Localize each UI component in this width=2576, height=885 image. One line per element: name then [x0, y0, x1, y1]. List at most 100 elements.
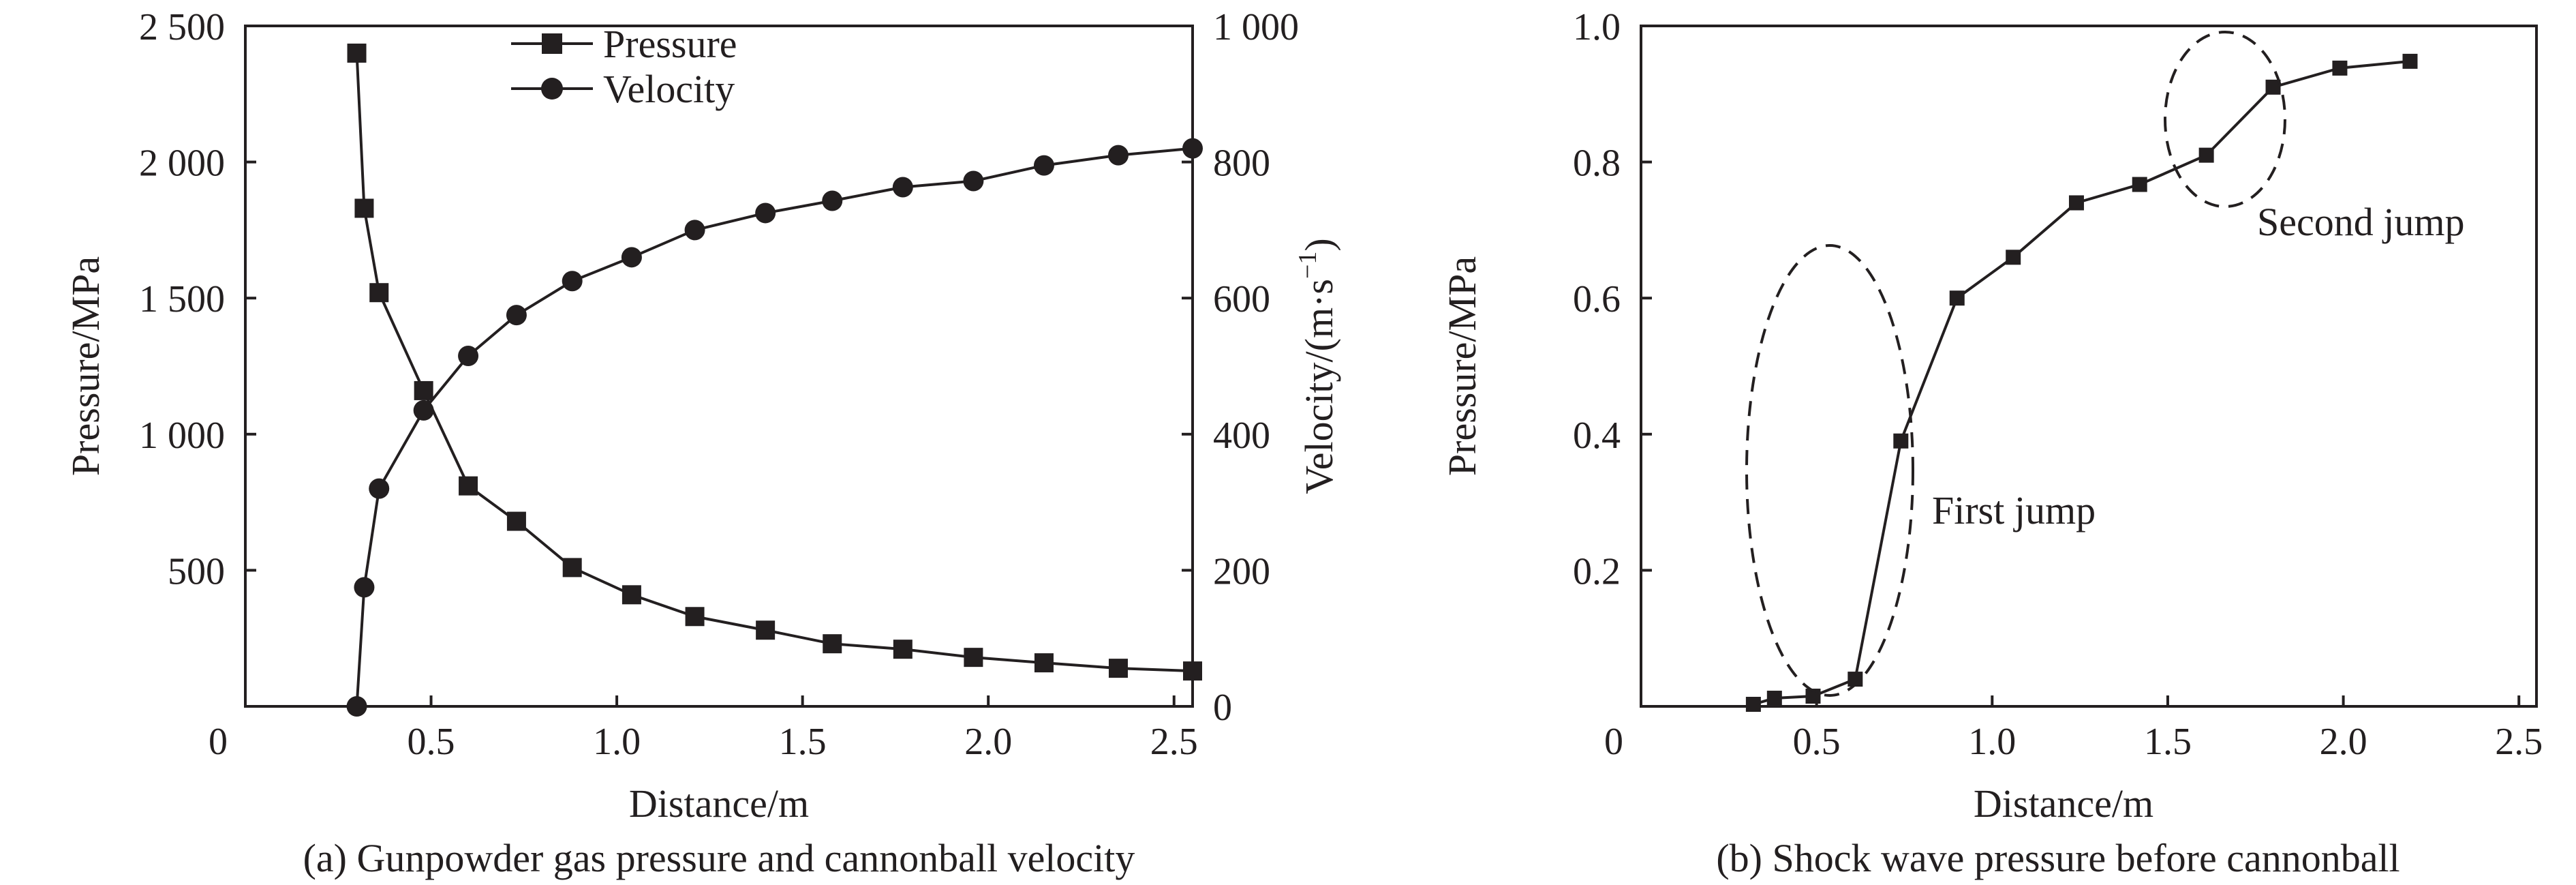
y-tick-label-b: 0.8	[1573, 142, 1621, 185]
pressure-point	[414, 380, 433, 400]
velocity-point	[822, 190, 843, 211]
y2-tick-label-a: 800	[1213, 142, 1270, 185]
y2-tick-label-a: 1 000	[1213, 6, 1299, 48]
y-axis-label-a: Pressure/MPa	[63, 256, 108, 476]
velocity-point	[458, 346, 479, 367]
y-tick-label-a: 2 000	[139, 142, 225, 185]
pressure-point	[1034, 653, 1054, 673]
legend-pressure-label: Pressure	[603, 22, 737, 66]
x-tick-label-a: 0.5	[408, 721, 455, 763]
legend-velocity-marker	[541, 78, 563, 100]
shock-pressure-line	[1753, 59, 2410, 706]
x-tick-label-b: 1.5	[2144, 721, 2192, 763]
y2-tick-label-a: 600	[1213, 278, 1270, 320]
legend-velocity-label: Velocity	[603, 67, 735, 111]
velocity-point	[354, 577, 375, 598]
pressure-point	[1108, 659, 1128, 678]
series-b	[1745, 53, 2418, 712]
velocity-point	[1182, 138, 1203, 159]
shock-pressure-point	[2265, 79, 2281, 95]
shock-pressure-point	[2198, 147, 2214, 163]
x-tick-label-b: 2.0	[2320, 721, 2367, 763]
x-axis-label-b: Distance/m	[1974, 781, 2153, 826]
velocity-point	[506, 305, 527, 326]
plot-frame-b	[1640, 25, 2538, 708]
velocity-point	[346, 696, 367, 717]
velocity-point	[413, 400, 434, 421]
pressure-point	[756, 620, 776, 640]
velocity-point	[892, 177, 913, 198]
shock-pressure-point	[1893, 433, 1909, 449]
x-tick-label-a: 0	[209, 721, 228, 763]
y-tick-label-b: 0.2	[1573, 550, 1621, 592]
x-tick-label-a: 2.0	[964, 721, 1012, 763]
series-line-pressure	[355, 52, 1193, 673]
shock-pressure-point	[1745, 697, 1761, 712]
x-tick-label-a: 1.0	[593, 721, 641, 763]
pressure-point	[823, 634, 842, 654]
pressure-point	[562, 558, 582, 578]
y-tick-label-a: 500	[168, 550, 225, 592]
velocity-point	[963, 170, 984, 192]
pressure-point	[459, 476, 478, 496]
y-tick-label-b: 0.6	[1573, 278, 1621, 320]
velocity-point	[1033, 155, 1054, 176]
y-tick-label-b: 0.4	[1573, 415, 1621, 457]
y2-tick-label-a: 0	[1213, 687, 1232, 729]
shock-pressure-point	[2132, 177, 2147, 192]
x-tick-label-a: 2.5	[1150, 721, 1198, 763]
shock-pressure-point	[1805, 689, 1821, 704]
velocity-point	[562, 271, 583, 292]
x-tick-label-b: 2.5	[2495, 721, 2543, 763]
y2-axis-label-a: Velocity/(m·s−1)	[1293, 238, 1341, 494]
panel-a: 0 0.5 1.0 1.5 2.0 2.5 500 1 000 1 500 2 000 2 500 0…	[63, 6, 1341, 880]
shock-pressure-point	[1766, 691, 1782, 706]
axes-a: 0 0.5 1.0 1.5 2.0 2.5 500 1 000 1 500 2 000 2 500 0…	[139, 6, 1299, 763]
x-tick-label-a: 1.5	[779, 721, 827, 763]
shock-pressure-point	[2332, 60, 2348, 76]
first-jump-label: First jump	[1932, 488, 2096, 532]
y-tick-label-a: 2 500	[139, 6, 225, 48]
pressure-point	[354, 198, 374, 218]
x-tick-label-b: 0.5	[1793, 721, 1841, 763]
x-tick-label-b: 0	[1604, 721, 1623, 763]
y2-tick-label-a: 200	[1213, 550, 1270, 592]
caption-a: (a) Gunpowder gas pressure and cannonbal…	[303, 836, 1135, 880]
second-jump-label: Second jump	[2257, 200, 2464, 244]
axes-b: 0 0.5 1.0 1.5 2.0 2.5 0.2 0.4 0.6 0.8 1.0	[1573, 6, 2543, 763]
pressure-point	[893, 640, 913, 659]
velocity-point	[1107, 145, 1129, 166]
series-line-velocity	[355, 147, 1193, 707]
second-jump-ellipse	[2164, 31, 2286, 208]
legend-pressure-marker	[542, 33, 562, 54]
y-tick-label-a: 1 000	[139, 415, 225, 457]
y-tick-label-a: 1 500	[139, 278, 225, 320]
pressure-point	[685, 607, 705, 627]
panel-b: 0 0.5 1.0 1.5 2.0 2.5 0.2 0.4 0.6 0.8 1.0 First ju…	[1440, 6, 2543, 880]
y-axis-label-b: Pressure/MPa	[1440, 256, 1484, 476]
y-tick-label-b: 1.0	[1573, 6, 1621, 48]
pressure-point	[964, 648, 983, 668]
pressure-point	[347, 43, 367, 63]
pressure-point	[369, 283, 389, 303]
velocity-point	[755, 202, 776, 224]
shock-pressure-point	[1949, 290, 1965, 306]
y2-tick-label-a: 400	[1213, 415, 1270, 457]
shock-pressure-point	[2068, 195, 2084, 211]
legend-a: Pressure Velocity	[511, 22, 737, 111]
velocity-point	[369, 478, 390, 499]
x-axis-label-a: Distance/m	[629, 781, 809, 826]
pressure-point	[622, 585, 641, 605]
pressure-point	[506, 511, 526, 531]
shock-pressure-point	[2402, 53, 2418, 69]
x-tick-label-b: 1.0	[1968, 721, 2016, 763]
first-jump-ellipse	[1745, 244, 1914, 697]
shock-pressure-point	[2006, 250, 2021, 265]
series-a	[346, 43, 1203, 717]
velocity-point	[621, 247, 642, 268]
plot-frame-a	[244, 25, 1194, 708]
caption-b: (b) Shock wave pressure before cannonbal…	[1716, 836, 2399, 880]
pressure-point	[1183, 661, 1202, 681]
velocity-point	[684, 220, 705, 241]
